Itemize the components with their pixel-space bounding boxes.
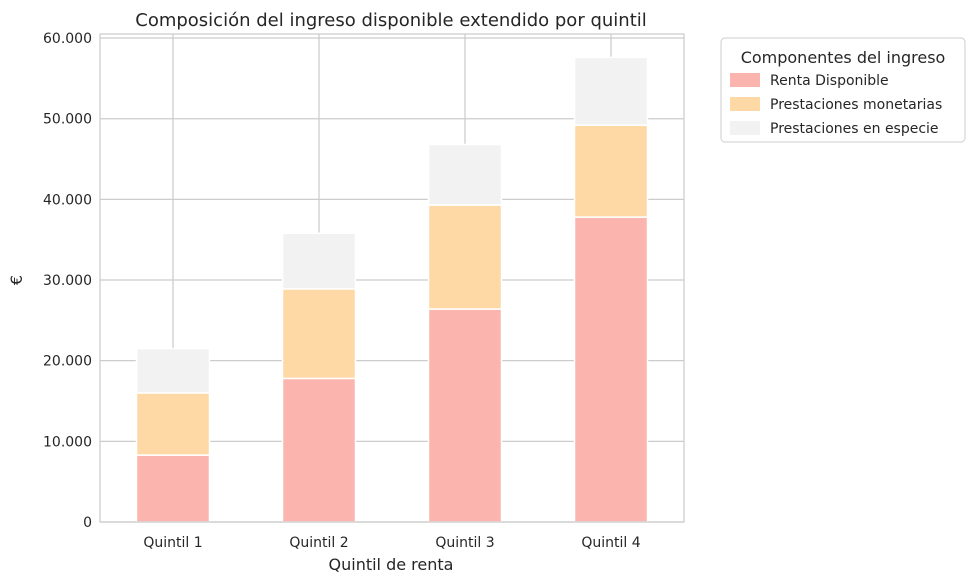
legend-label: Prestaciones monetarias [770, 97, 942, 113]
bar-segment [427, 143, 503, 206]
bar-segment [281, 377, 357, 523]
legend: Componentes del ingreso Renta Disponible… [720, 37, 966, 143]
legend-swatch [730, 97, 760, 111]
y-tick-label: 30.000 [43, 273, 92, 289]
y-axis-label: € [7, 275, 26, 285]
plot-area-frame [99, 33, 685, 523]
legend-swatch [730, 121, 760, 135]
x-tick-label: Quintil 3 [435, 535, 494, 551]
y-tick-label: 20.000 [43, 354, 92, 370]
bar-segment [573, 56, 649, 126]
legend-label: Prestaciones en especie [770, 121, 939, 137]
bar-segment [135, 347, 211, 394]
bar-segment [135, 454, 211, 523]
legend-title: Componentes del ingreso [741, 48, 946, 67]
bar-segment [573, 216, 649, 523]
x-tick-labels: Quintil 1 Quintil 2 Quintil 3 Quintil 4 [143, 535, 640, 551]
bar-segment [281, 288, 357, 380]
y-tick-label: 10.000 [43, 434, 92, 450]
chart-title: Composición del ingreso disponible exten… [135, 10, 647, 31]
y-tick-label: 40.000 [43, 192, 92, 208]
y-tick-label: 60.000 [43, 31, 92, 47]
bar-segment [427, 204, 503, 310]
legend-frame [720, 37, 966, 143]
x-tick-label: Quintil 1 [143, 535, 202, 551]
legend-label: Renta Disponible [770, 73, 889, 89]
bar-segment [573, 124, 649, 218]
bars [135, 56, 649, 523]
bar-segment [135, 392, 211, 456]
legend-swatch [730, 73, 760, 87]
y-tick-labels: 0 10.000 20.000 30.000 40.000 50.000 60.000 [43, 31, 92, 531]
bar-segment [427, 308, 503, 523]
y-tick-label: 50.000 [43, 112, 92, 128]
bar-segment [281, 232, 357, 290]
x-tick-label: Quintil 4 [581, 535, 640, 551]
y-tick-label: 0 [83, 515, 92, 531]
x-axis-label: Quintil de renta [329, 555, 454, 574]
x-tick-label: Quintil 2 [289, 535, 348, 551]
